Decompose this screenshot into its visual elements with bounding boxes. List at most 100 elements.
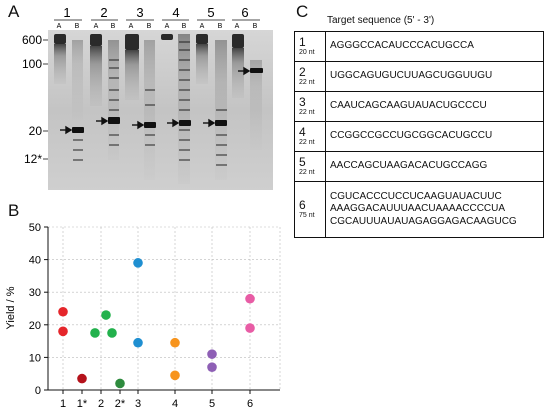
data-point xyxy=(115,378,125,389)
sequence-length: 22 nt xyxy=(299,79,315,86)
x-tick-label: 6 xyxy=(247,398,253,410)
data-point xyxy=(101,310,111,320)
y-tick-label: 20 xyxy=(29,320,41,332)
sequence-text: AAAGGACAUUUAACUAAAACCCCUA xyxy=(330,203,506,215)
data-point xyxy=(170,337,180,348)
x-tick-label: 4 xyxy=(172,398,178,410)
sequence-text: UGGCAGUGUCUUAGCUGGUUGU xyxy=(330,70,493,82)
sequence-cell: CAAUCAGCAAGUAUACUGCCCU xyxy=(325,91,544,122)
sub-lane-b: B xyxy=(75,23,80,30)
size-marker-ticks xyxy=(43,39,48,160)
sequence-index-cell: 3 22 nt xyxy=(294,91,326,122)
data-point xyxy=(58,306,68,317)
band-arrows xyxy=(60,66,251,135)
table-row: 5 22 nt AACCAGCUAAGACACUGCCAGG xyxy=(294,151,544,182)
y-axis-label: Yield / % xyxy=(5,286,17,329)
size-markers: 600 100 20 12* xyxy=(22,33,42,166)
x-tick-label: 3 xyxy=(135,398,141,410)
gel-lane-number: 5 xyxy=(207,5,214,20)
sub-lane-b: B xyxy=(218,23,223,30)
sequence-number: 1 xyxy=(299,35,306,49)
y-tick-label: 0 xyxy=(35,385,41,397)
sub-lane-a: A xyxy=(235,23,240,30)
size-marker-20: 20 xyxy=(29,124,43,138)
sequence-length: 22 nt xyxy=(299,109,315,116)
size-marker-12: 12* xyxy=(24,152,42,166)
gel-lane-number: 2 xyxy=(100,5,107,20)
data-point xyxy=(90,328,100,338)
sequence-number: 3 xyxy=(299,95,306,109)
sub-lane-a: A xyxy=(200,23,205,30)
sub-lane-a: A xyxy=(57,23,62,30)
sequence-cell: AACCAGCUAAGACACUGCCAGG xyxy=(325,151,544,182)
sequence-text: AGGGCCACAUCCCACUGCCA xyxy=(330,40,474,52)
y-tick-label: 40 xyxy=(29,255,41,267)
sequence-index-cell: 4 22 nt xyxy=(294,121,326,152)
x-tick-labels: 1 1* 2 2* 3 4 5 6 xyxy=(60,398,253,410)
gel-lane-number: 1 xyxy=(63,5,70,20)
table-row: 4 22 nt CCGGCCGCCUGCGGCACUGCCU xyxy=(294,121,544,152)
panel-label-a: A xyxy=(8,2,20,21)
gel-wells xyxy=(54,34,244,50)
sequence-text: CAAUCAGCAAGUAUACUGCCCU xyxy=(330,100,487,112)
sequence-table: 1 20 nt AGGGCCACAUCCCACUGCCA 2 22 nt UGGCAGUG… xyxy=(294,31,544,238)
size-marker-100: 100 xyxy=(22,57,42,71)
y-tick-label: 50 xyxy=(29,222,41,234)
sequence-cell: CCGGCCGCCUGCGGCACUGCCU xyxy=(325,121,544,152)
x-tick-label: 1* xyxy=(77,398,88,410)
product-bands xyxy=(72,68,263,133)
x-tick-label: 2 xyxy=(98,398,104,410)
sequence-number: 4 xyxy=(299,125,306,139)
sub-lane-b: B xyxy=(182,23,187,30)
sequence-length: 20 nt xyxy=(299,49,315,56)
data-points xyxy=(58,258,255,389)
x-tick-label: 5 xyxy=(209,398,215,410)
sub-lane-a: A xyxy=(165,23,170,30)
sequence-text: CGCAUUUAUAUAGAGGAGACAAGUCG xyxy=(330,215,517,227)
size-marker-600: 600 xyxy=(22,33,42,47)
table-row: 6 75 nt CGUCACCCUCCUCAAGUAUACUUC AAAGGACAUU… xyxy=(294,181,544,238)
table-row: 3 22 nt CAAUCAGCAAGUAUACUGCCCU xyxy=(294,91,544,122)
sequence-text: CGUCACCCUCCUCAAGUAUACUUC xyxy=(330,190,502,202)
data-point xyxy=(245,293,255,304)
gel-figure: 1 2 3 4 5 6 A B A B A B A B A B A B xyxy=(22,5,273,190)
sub-lane-b: B xyxy=(111,23,116,30)
data-point xyxy=(207,349,217,359)
sequence-cell: CGUCACCCUCCUCAAGUAUACUUC AAAGGACAUUUAACUA… xyxy=(325,181,544,238)
data-point xyxy=(107,328,117,338)
data-point xyxy=(207,362,217,372)
data-point xyxy=(133,337,143,348)
sub-lane-b: B xyxy=(253,23,258,30)
gel-lane-number: 4 xyxy=(172,5,179,20)
x-tick-label: 2* xyxy=(115,398,126,410)
sequence-cell: AGGGCCACAUCCCACUGCCA xyxy=(325,31,544,62)
data-point xyxy=(58,326,68,337)
x-tick-label: 1 xyxy=(60,398,66,410)
sequence-number: 2 xyxy=(299,65,306,79)
sub-lane-a: A xyxy=(94,23,99,30)
sequence-length: 22 nt xyxy=(299,139,315,146)
y-tick-label: 30 xyxy=(29,287,41,299)
y-tick-label: 10 xyxy=(29,352,41,364)
sequence-length: 75 nt xyxy=(299,212,315,219)
data-point xyxy=(245,323,255,333)
data-point xyxy=(133,258,143,268)
sequence-index-cell: 6 75 nt xyxy=(294,181,326,238)
sequence-index-cell: 2 22 nt xyxy=(294,61,326,92)
chart-axes xyxy=(44,226,280,394)
sub-lane-labels: A B A B A B A B A B A B xyxy=(57,23,258,30)
table-row: 1 20 nt AGGGCCACAUCCCACUGCCA xyxy=(294,31,544,62)
sequence-text: CCGGCCGCCUGCGGCACUGCCU xyxy=(330,130,493,142)
y-tick-labels: 0 10 20 30 40 50 xyxy=(29,222,41,397)
sequence-index-cell: 5 22 nt xyxy=(294,151,326,182)
yield-chart: Yield / % 0 10 20 30 40 50 1 1* 2 2* 3 4 5 6 xyxy=(5,222,281,410)
table-row: 2 22 nt UGGCAGUGUCUUAGCUGGUUGU xyxy=(294,61,544,92)
sequence-length: 22 nt xyxy=(299,169,315,176)
chart-grid xyxy=(48,226,281,390)
sub-lane-a: A xyxy=(129,23,134,30)
data-point xyxy=(77,373,87,384)
gel-lane-number: 6 xyxy=(241,5,248,20)
panel-label-c: C xyxy=(296,2,309,21)
data-point xyxy=(170,370,180,381)
sub-lane-b: B xyxy=(147,23,152,30)
